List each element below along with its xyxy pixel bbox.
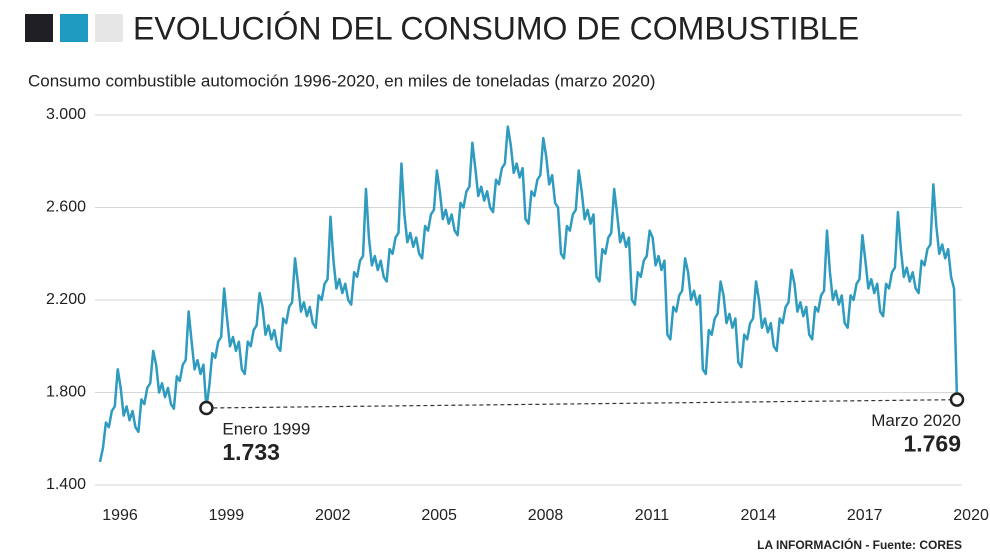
x-tick-label: 2014 xyxy=(741,507,777,524)
source: LA INFORMACIÓN - Fuente: CORES xyxy=(757,537,962,552)
title-square xyxy=(25,14,53,42)
chart-title: EVOLUCIÓN DEL CONSUMO DE COMBUSTIBLE xyxy=(133,10,859,46)
chart-subtitle: Consumo combustible automoción 1996-2020… xyxy=(28,71,655,90)
x-tick-label: 1996 xyxy=(102,507,138,524)
annotation-text: Marzo 2020 xyxy=(871,411,961,430)
annotation-point xyxy=(199,400,214,416)
x-tick-label: 2008 xyxy=(528,507,564,524)
x-tick-label: 2017 xyxy=(847,507,883,524)
title-square xyxy=(60,14,88,42)
x-tick-label: 2005 xyxy=(421,507,457,524)
dashed-line xyxy=(206,399,958,409)
line xyxy=(98,125,959,463)
y-tick-label: 2.200 xyxy=(46,291,86,308)
x-tick-label: 2020 xyxy=(953,507,989,524)
title-square xyxy=(95,14,123,42)
y-tick-label: 3.000 xyxy=(46,106,86,123)
annotation-point xyxy=(949,392,965,407)
annotation-text: Enero 1999 xyxy=(222,419,310,438)
y-tick-label: 2.600 xyxy=(46,199,86,216)
y-tick-label: 1.400 xyxy=(46,476,86,493)
y-tick-label: 1.800 xyxy=(46,384,86,401)
x-tick-label: 1999 xyxy=(209,507,245,524)
annotation-value: 1.733 xyxy=(222,439,280,465)
x-tick-label: 2011 xyxy=(635,507,670,524)
annotation-value: 1.769 xyxy=(903,431,961,457)
x-tick-label: 2002 xyxy=(315,507,351,524)
